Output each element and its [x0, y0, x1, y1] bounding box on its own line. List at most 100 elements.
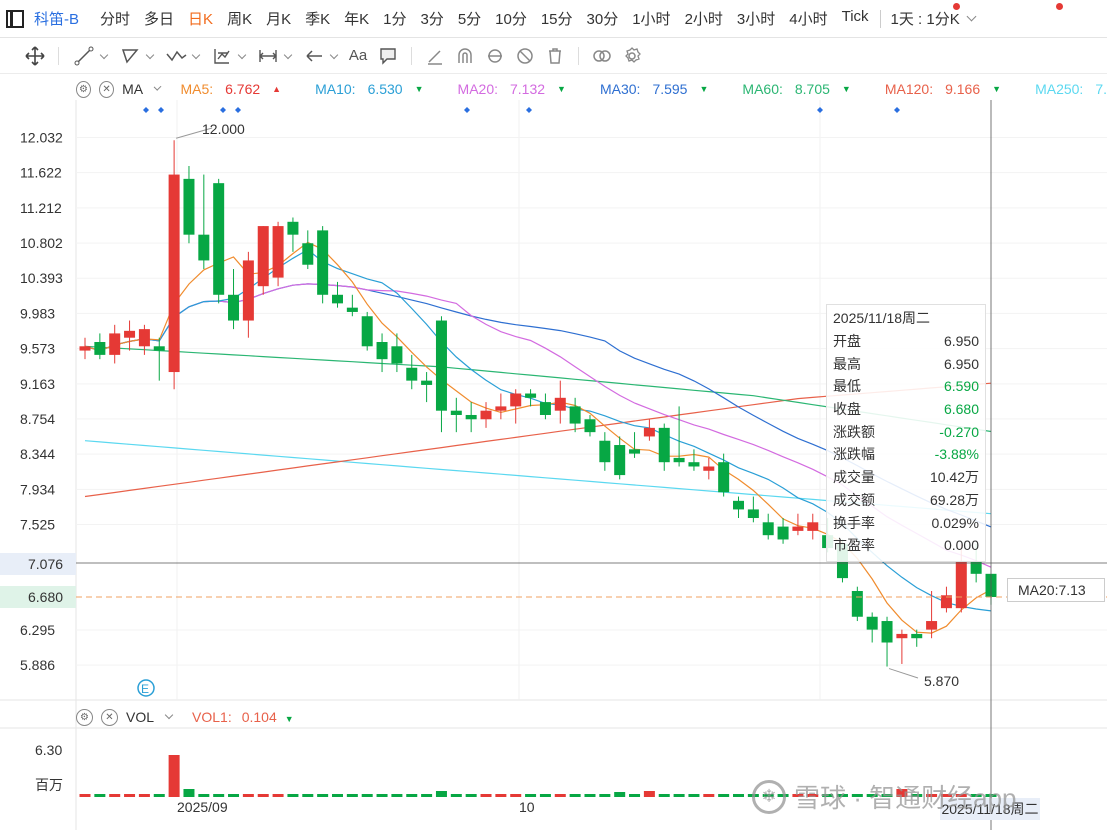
period-tab[interactable]: 季K: [305, 11, 331, 28]
volume-bar: [257, 794, 269, 797]
tooltip-row: 涨跌幅 -3.88%: [833, 446, 979, 463]
ma-values: MA5: 6.762 ▲ MA10: 6.530 ▼ MA20: 7.132 ▼ MA30: 7.5…: [180, 81, 1107, 97]
period-tab[interactable]: 15分: [540, 11, 573, 28]
volume-bar: [302, 794, 314, 797]
candle-body: [94, 342, 106, 355]
volume-bar: [733, 794, 745, 797]
period-tab[interactable]: 3小时: [736, 11, 776, 28]
delete-icon[interactable]: [540, 44, 570, 68]
event-marker-icon: [894, 107, 900, 113]
period-tab[interactable]: 2小时: [684, 11, 723, 28]
volume-bar: [242, 794, 254, 797]
tooltip-row: 收盘 6.680: [833, 401, 979, 418]
magnet-icon[interactable]: [450, 44, 480, 68]
volume-bar: [851, 794, 863, 797]
ma-indicator-label[interactable]: MA: [122, 81, 144, 97]
volume-bar: [955, 794, 967, 797]
line-tool-icon[interactable]: [67, 44, 113, 68]
period-tab[interactable]: 4小时: [789, 11, 828, 28]
period-tab[interactable]: 月K: [266, 11, 292, 28]
low-annotation: 5.870: [924, 673, 959, 689]
kline-chart[interactable]: 12.032 11.622 11.212 10.802 10.393 9.983 9.573…: [0, 100, 1107, 830]
period-tab[interactable]: 日K: [188, 11, 214, 28]
chevron-down-icon[interactable]: [164, 710, 174, 720]
volume-bar: [866, 794, 878, 797]
indicator-settings-icon[interactable]: ⚙: [76, 708, 93, 726]
candle-body: [539, 402, 551, 415]
indicator-settings-icon[interactable]: ⚙: [76, 80, 92, 98]
volume-bar: [435, 791, 447, 797]
volume-bar: [361, 794, 373, 797]
comment-tool-icon[interactable]: [373, 44, 403, 68]
candle-body: [896, 633, 908, 639]
candle-body: [554, 397, 566, 411]
annotation-leader: [175, 127, 213, 139]
hide-icon[interactable]: [510, 44, 540, 68]
indicator-close-icon[interactable]: ✕: [99, 80, 115, 98]
volume-bar: [421, 794, 433, 797]
period-tab[interactable]: 年K: [344, 11, 370, 28]
period-tab[interactable]: 30分: [586, 11, 619, 28]
candle-body: [391, 346, 403, 364]
move-icon[interactable]: [20, 44, 50, 68]
volume-bar: [198, 794, 210, 797]
candle-body: [881, 621, 893, 643]
period-tab[interactable]: 周K: [227, 11, 253, 28]
volume-bar: [703, 794, 715, 797]
stock-symbol[interactable]: 科笛-B: [34, 11, 80, 28]
chevron-down-icon[interactable]: [966, 11, 977, 21]
volume-bar: [287, 794, 299, 797]
candle-body: [228, 294, 240, 321]
candle-body: [940, 595, 952, 609]
event-marker-icon: [158, 107, 164, 113]
period-tab[interactable]: 10分: [495, 11, 527, 28]
crosshair-date-tag: 2025/11/18周二: [940, 798, 1040, 820]
indicator-close-icon[interactable]: ✕: [101, 708, 118, 726]
compare-icon[interactable]: [587, 44, 617, 68]
high-annotation: 12.000: [202, 121, 245, 137]
candle-body: [495, 406, 507, 411]
volume-bar: [584, 794, 596, 797]
volume-bar: [124, 794, 136, 797]
period-tab[interactable]: Tick: [841, 8, 869, 25]
watermark: ❄ 雪球 · 智通财经app: [752, 778, 1017, 815]
event-e-icon: E: [141, 682, 149, 696]
sync-icon[interactable]: [480, 44, 510, 68]
candle-body: [614, 445, 626, 476]
period-tab[interactable]: 分时: [100, 11, 131, 28]
volume-bar: [881, 794, 893, 797]
period-tab[interactable]: 5分: [457, 11, 482, 28]
candle-body: [911, 633, 923, 639]
panel-toggle-icon[interactable]: [6, 9, 24, 28]
arrow-tool-icon[interactable]: [297, 44, 343, 68]
fibonacci-tool-icon[interactable]: [205, 44, 251, 68]
period-tab[interactable]: 多日: [144, 11, 175, 28]
range-select[interactable]: 1天 : 1分K: [890, 11, 960, 28]
polyline-tool-icon[interactable]: [113, 44, 159, 68]
period-tab[interactable]: 1分: [383, 11, 407, 28]
ma-item: MA250: 7.: [1035, 81, 1107, 97]
wave-tool-icon[interactable]: [159, 44, 205, 68]
y-axis-tick-label: 7.934: [20, 481, 55, 497]
period-tab[interactable]: 1小时: [632, 11, 671, 28]
volume-bar: [911, 794, 923, 797]
vol-indicator-label[interactable]: VOL: [126, 709, 155, 725]
volume-axis-unit: 百万: [35, 777, 63, 793]
volume-bar: [658, 794, 670, 797]
pen-tool-icon[interactable]: [420, 44, 450, 68]
crosshair-price-tag: 7.076: [0, 553, 76, 575]
candle-body: [406, 367, 418, 381]
candle-body: [124, 330, 136, 338]
candle-body: [302, 243, 314, 265]
period-tab[interactable]: 3分: [420, 11, 444, 28]
settings-icon[interactable]: [617, 44, 647, 68]
candle-body: [718, 462, 730, 493]
volume-bar: [346, 794, 358, 797]
chevron-down-icon[interactable]: [153, 82, 162, 92]
candle-body: [317, 230, 329, 295]
trend-down-icon: ▼: [841, 84, 851, 94]
text-tool-icon[interactable]: Aa: [348, 47, 368, 64]
candle-body: [703, 466, 715, 471]
volume-axis-tick: 6.30: [35, 742, 63, 758]
measure-tool-icon[interactable]: [251, 44, 297, 68]
